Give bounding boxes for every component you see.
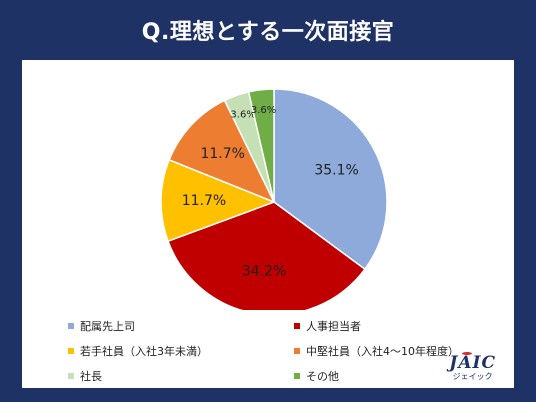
chart-title: Q.理想とする一次面接官 (141, 20, 395, 45)
legend-item-4: 社長 (68, 368, 294, 384)
legend-swatch-4 (68, 373, 74, 379)
slice-label-4: 3.6% (230, 110, 255, 121)
legend-swatch-2 (68, 348, 74, 354)
pie-slice-1 (167, 201, 366, 310)
legend-label-4: 社長 (80, 370, 102, 383)
legend-label-5: その他 (306, 370, 339, 383)
legend-label-2: 若手社員（入社3年未満） (80, 345, 208, 358)
pie-slice-5 (247, 88, 275, 203)
legend-item-0: 配属先上司 (68, 318, 294, 334)
logo-main-text: JAIC (449, 353, 496, 373)
pie-slice-3 (168, 99, 276, 204)
logo-mark-icon (462, 352, 473, 355)
slice-label-1: 34.2% (242, 263, 286, 279)
pie-chart: 35.1% 34.2% 11.7% 11.7% 3.6%3.6% (160, 88, 388, 310)
pie-slice-2 (160, 158, 277, 243)
chart-panel: 35.1% 34.2% 11.7% 11.7% 3.6% 3.6% 配属先上司 人事担当者若… (22, 60, 514, 388)
slice-label-2: 11.7% (182, 193, 226, 209)
slice-label-0: 35.1% (314, 162, 358, 178)
legend-swatch-0 (68, 323, 74, 329)
legend: 配属先上司 人事担当者若手社員（入社3年未満） 中堅社員（入社4～10年程度） 社長 そ… (68, 318, 488, 384)
legend-item-1: 人事担当者 (294, 318, 488, 334)
legend-item-5: その他 (294, 368, 488, 384)
legend-item-2: 若手社員（入社3年未満） (68, 343, 294, 359)
jaic-logo: JAIC ジェイック (449, 352, 496, 382)
slice-label-5: 3.6% (251, 105, 276, 116)
legend-label-0: 配属先上司 (80, 320, 135, 333)
legend-swatch-5 (294, 373, 300, 379)
legend-swatch-1 (294, 323, 300, 329)
logo-sub-text: ジェイック (452, 372, 493, 381)
slice-label-3: 11.7% (200, 146, 244, 162)
legend-swatch-3 (294, 348, 300, 354)
legend-label-1: 人事担当者 (306, 320, 361, 333)
legend-item-3: 中堅社員（入社4～10年程度） (294, 343, 488, 359)
pie-slice-0 (273, 88, 388, 271)
legend-label-3: 中堅社員（入社4～10年程度） (306, 345, 459, 358)
